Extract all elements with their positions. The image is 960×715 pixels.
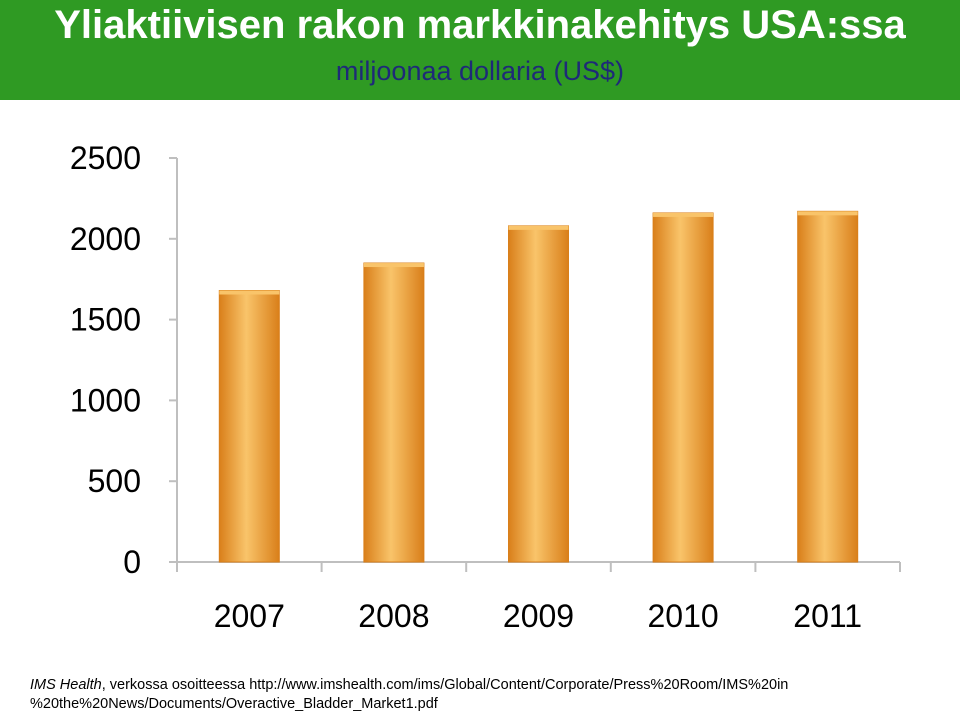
bar-top-highlight xyxy=(219,290,280,295)
bar-2007 xyxy=(218,290,280,563)
bar-2011 xyxy=(797,210,859,563)
x-tick-label: 2009 xyxy=(503,598,574,634)
x-tick-label: 2008 xyxy=(358,598,429,634)
y-tick-label: 500 xyxy=(88,463,141,499)
chart-title: Yliaktiivisen rakon markkinakehitys USA:… xyxy=(54,3,906,47)
x-tick-labels: 2007 2008 2009 2010 2011 xyxy=(214,598,862,634)
bar-top-highlight xyxy=(797,211,858,216)
bar-top-highlight xyxy=(653,212,714,217)
source-text: , verkossa osoitteessa http://www.imshea… xyxy=(101,677,789,693)
x-tick-label: 2007 xyxy=(214,598,285,634)
bar-2009 xyxy=(508,225,569,563)
bars xyxy=(218,210,859,563)
source-org: IMS Health xyxy=(30,677,102,693)
bar-top-highlight xyxy=(508,225,569,230)
bar-top-highlight xyxy=(363,263,424,268)
bar-chart: 0 500 1000 1500 2000 2500 2007 2008 2009 2010 201… xyxy=(70,140,901,634)
title-banner xyxy=(0,0,960,100)
bar-2010 xyxy=(652,212,714,563)
y-tick-label: 1000 xyxy=(70,382,141,418)
bar-2008 xyxy=(363,262,425,563)
x-tick-label: 2011 xyxy=(793,598,862,634)
y-tick-labels: 0 500 1000 1500 2000 2500 xyxy=(70,140,141,580)
source-note: IMS Health, verkossa osoitteessa http://… xyxy=(30,676,950,714)
chart-subtitle: miljoonaa dollaria (US$) xyxy=(335,56,625,86)
y-tick-label: 0 xyxy=(123,544,141,580)
x-tick-label: 2010 xyxy=(648,598,719,634)
y-tick-label: 2500 xyxy=(70,140,141,176)
source-text-2: %20the%20News/Documents/Overactive_Bladd… xyxy=(30,696,438,712)
y-tick-label: 1500 xyxy=(70,302,141,338)
y-tick-label: 2000 xyxy=(70,221,141,257)
